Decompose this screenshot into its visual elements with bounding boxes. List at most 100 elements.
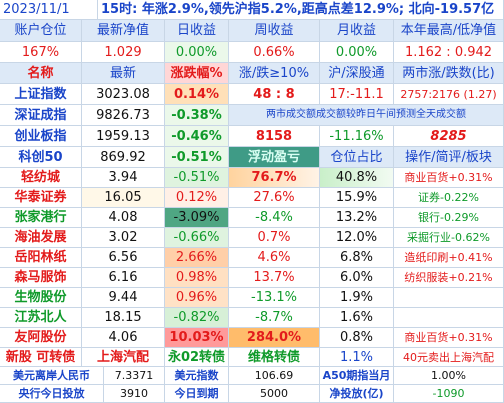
stock-note: 采掘行业-0.62% [394, 228, 504, 248]
stock-weight: 15.9% [320, 188, 394, 208]
stock-price: 4.06 [82, 328, 165, 348]
pboc-net-value: -1090 [394, 385, 504, 403]
ipo-bond-label: 新股 可转债 [0, 348, 82, 367]
usdcnh-value: 7.3371 [104, 367, 165, 385]
date-label: 2023/11/1 [0, 0, 98, 20]
turnover-value: 8158 [229, 126, 320, 147]
pboc-row: 央行今日投放 3910 今日到期 5000 净投放(亿) -1090 [0, 385, 504, 403]
holdings-header-weight: 仓位占比 [320, 147, 394, 168]
stock-pnl: -13.1% [229, 288, 320, 308]
bond-row: 新股 可转债 上海汽配 永02转债 维格转债 1.1% 40元卖出上海汽配 [0, 348, 504, 367]
stock-price: 6.56 [82, 248, 165, 268]
account-header-day: 日收益 [165, 20, 229, 42]
holdings-header-pnl: 浮动盈亏 [229, 147, 320, 168]
stock-pnl: -8.7% [229, 308, 320, 328]
stock-weight: 40.8% [320, 168, 394, 188]
index-change: -0.38% [165, 105, 229, 126]
stock-change: -0.51% [165, 168, 229, 188]
index-header-updown10: 涨/跌≥10% [229, 63, 320, 84]
stock-price: 3.02 [82, 228, 165, 248]
stock-pnl: 4.6% [229, 248, 320, 268]
a50-label: A50期指当月 [320, 367, 394, 385]
index-header-change: 涨跌幅% [165, 63, 229, 84]
stock-weight: 6.0% [320, 268, 394, 288]
index-change: -0.46% [165, 126, 229, 147]
bond-item-3: 维格转债 [229, 348, 320, 367]
index-value: 3023.08 [82, 84, 165, 105]
stock-name: 岳阳林纸 [0, 248, 82, 268]
index-change: 0.14% [165, 84, 229, 105]
account-header-week: 周收益 [229, 20, 320, 42]
stock-note [394, 308, 504, 328]
index-row-cyb: 创业板指 1959.13 -0.46% 8158 -11.16% 8285 [0, 126, 504, 147]
stock-change: 0.96% [165, 288, 229, 308]
dxy-label: 美元指数 [165, 367, 229, 385]
header-row: 2023/11/1 15时: 年涨2.9%,领先沪指5.2%,距高点差12.9%… [0, 0, 504, 20]
account-year: 1.162 : 0.942 [394, 42, 504, 63]
pboc-maturity-label: 今日到期 [165, 385, 229, 403]
stock-change: 0.12% [165, 188, 229, 208]
account-header-row: 账户仓位 最新净值 日收益 周收益 月收益 本年最高/低净值 [0, 20, 504, 42]
stock-row[interactable]: 生物股份 9.44 0.96% -13.1% 1.9% [0, 288, 504, 308]
bond-item-1: 上海汽配 [82, 348, 165, 367]
stock-pnl: 0.7% [229, 228, 320, 248]
stock-change: -0.82% [165, 308, 229, 328]
stock-weight: 1.9% [320, 288, 394, 308]
index-value: 869.92 [82, 147, 165, 168]
index-header-twomarkets: 两市涨/跌数(比) [394, 63, 504, 84]
stock-note: 商业百货+0.31% [394, 168, 504, 188]
turnover-change: -11.16% [320, 126, 394, 147]
stock-row[interactable]: 张家港行 4.08 -3.09% -8.4% 13.2% 银行-0.29% [0, 208, 504, 228]
account-header-month: 月收益 [320, 20, 394, 42]
holdings-header-note: 操作/简评/板块 [394, 147, 504, 168]
stock-price: 4.08 [82, 208, 165, 228]
stock-name: 张家港行 [0, 208, 82, 228]
stock-row[interactable]: 海油发展 3.02 -0.66% 0.7% 12.0% 采掘行业-0.62% [0, 228, 504, 248]
stock-name: 友阿股份 [0, 328, 82, 348]
index-row-kc50: 科创50 869.92 -0.51% 浮动盈亏 仓位占比 操作/简评/板块 [0, 147, 504, 168]
account-day: 0.00% [165, 42, 229, 63]
stock-pnl: 13.7% [229, 268, 320, 288]
stock-change: 2.66% [165, 248, 229, 268]
index-header-hslink: 沪/深股通 [320, 63, 394, 84]
usdcnh-label: 美元离岸人民币 [0, 367, 104, 385]
account-nav: 1.029 [82, 42, 165, 63]
stock-row[interactable]: 轻纺城 3.94 -0.51% 76.7% 40.8% 商业百货+0.31% [0, 168, 504, 188]
stock-pnl: 27.6% [229, 188, 320, 208]
stock-weight: 6.8% [320, 248, 394, 268]
stock-name: 江苏北人 [0, 308, 82, 328]
stock-row[interactable]: 森马服饰 6.16 0.98% 13.7% 6.0% 纺织服装+0.21% [0, 268, 504, 288]
stock-note: 商业百货+0.31% [394, 328, 504, 348]
stock-price: 16.05 [82, 188, 165, 208]
pboc-net-label: 净投放(亿) [320, 385, 394, 403]
stock-note: 造纸印刷+0.41% [394, 248, 504, 268]
dxy-value: 106.69 [229, 367, 320, 385]
index-name: 创业板指 [0, 126, 82, 147]
index-value: 9826.73 [82, 105, 165, 126]
stock-change: 0.98% [165, 268, 229, 288]
index-header-latest: 最新 [82, 63, 165, 84]
stock-row[interactable]: 岳阳林纸 6.56 2.66% 4.6% 6.8% 造纸印刷+0.41% [0, 248, 504, 268]
index-header-name: 名称 [0, 63, 82, 84]
index-name: 深证成指 [0, 105, 82, 126]
bond-note: 40元卖出上海汽配 [394, 348, 504, 367]
pboc-inject-label: 央行今日投放 [0, 385, 104, 403]
a50-value: 1.00% [394, 367, 504, 385]
account-month: 0.00% [320, 42, 394, 63]
pboc-maturity-value: 5000 [229, 385, 320, 403]
stock-pnl: 284.0% [229, 328, 320, 348]
stock-name: 华泰证券 [0, 188, 82, 208]
account-values-row: 167% 1.029 0.00% 0.66% 0.00% 1.162 : 0.9… [0, 42, 504, 63]
hs-link-flow: 17:-11.1 [320, 84, 394, 105]
index-header-row: 名称 最新 涨跌幅% 涨/跌≥10% 沪/深股通 两市涨/跌数(比) [0, 63, 504, 84]
stock-note: 纺织服装+0.21% [394, 268, 504, 288]
stock-weight: 12.0% [320, 228, 394, 248]
bond-item-2: 永02转债 [165, 348, 229, 367]
stock-row[interactable]: 江苏北人 18.15 -0.82% -8.7% 1.6% [0, 308, 504, 328]
stock-row[interactable]: 友阿股份 4.06 10.03% 284.0% 0.8% 商业百货+0.31% [0, 328, 504, 348]
fx-row: 美元离岸人民币 7.3371 美元指数 106.69 A50期指当月 1.00% [0, 367, 504, 385]
stock-weight: 13.2% [320, 208, 394, 228]
stock-row[interactable]: 华泰证券 16.05 0.12% 27.6% 15.9% 证券-0.22% [0, 188, 504, 208]
account-header-nav: 最新净值 [82, 20, 165, 42]
